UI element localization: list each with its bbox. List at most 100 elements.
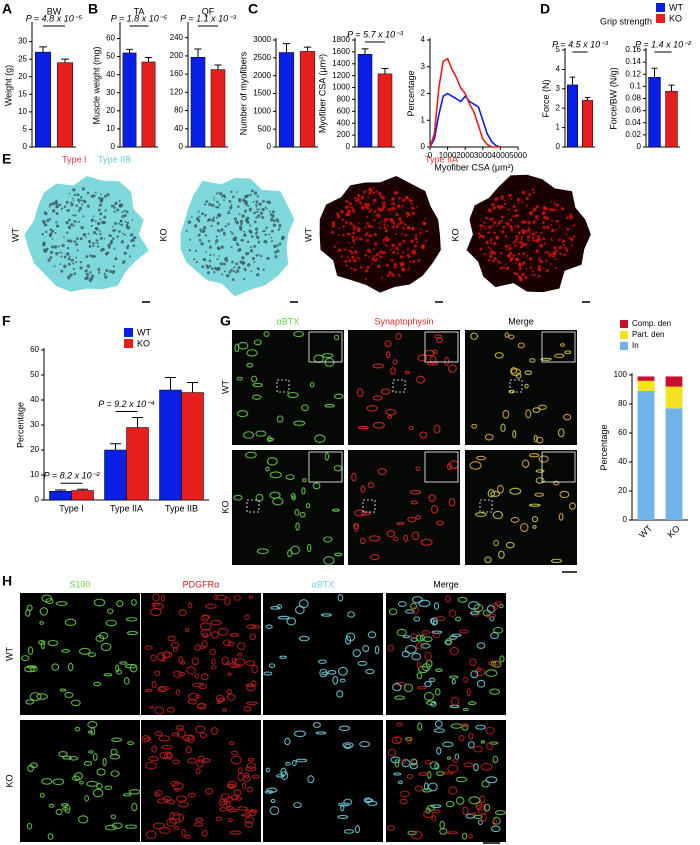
micrograph-background <box>386 593 506 715</box>
micrograph-feature <box>525 409 532 419</box>
tissue-fiber <box>363 190 367 194</box>
tissue-fiber <box>250 235 254 238</box>
tissue-fiber <box>348 202 352 206</box>
micrograph-feature <box>215 816 223 822</box>
tissue-fiber <box>568 237 571 240</box>
tissue-fiber <box>351 235 355 239</box>
micrograph-feature <box>110 814 117 820</box>
tissue-fiber <box>553 202 556 205</box>
tissue-fiber <box>550 201 553 203</box>
micrograph-feature <box>230 755 242 765</box>
tissue-fiber <box>405 211 410 215</box>
tissue-fiber <box>497 260 500 263</box>
micrograph-feature <box>410 758 418 766</box>
tissue-fiber <box>111 225 114 228</box>
tissue-fiber <box>197 233 201 237</box>
tissue-fiber <box>249 193 252 197</box>
y-tick-label: 0.12 <box>625 69 641 78</box>
tissue-fiber <box>340 209 344 214</box>
micrograph-feature <box>446 756 452 760</box>
tissue-fiber <box>371 257 375 261</box>
tissue-fiber <box>336 212 340 216</box>
tissue-fiber <box>488 258 491 262</box>
tissue-fiber <box>70 203 74 207</box>
tissue-outline <box>466 174 591 293</box>
tissue-fiber <box>94 191 97 194</box>
micrograph-feature <box>184 627 190 633</box>
p-value: P = 1.4 x 10⁻² <box>635 39 692 49</box>
legend-label: Part. den <box>632 330 664 339</box>
micrograph-feature <box>245 660 256 667</box>
micrograph-feature <box>469 461 482 470</box>
micrograph-feature <box>268 663 276 668</box>
tissue-fiber <box>53 265 56 267</box>
micrograph-feature <box>312 482 321 490</box>
micrograph-feature <box>172 759 180 765</box>
micrograph-feature <box>47 833 54 840</box>
tissue-fiber <box>277 229 280 232</box>
tissue-fiber <box>561 239 565 243</box>
tissue-fiber <box>382 241 385 245</box>
micrograph-feature <box>482 609 492 617</box>
tissue-fiber <box>278 227 281 230</box>
tissue-section <box>24 175 149 292</box>
tissue-fiber <box>125 223 129 227</box>
tissue-fiber <box>551 255 554 258</box>
micrograph-feature <box>92 753 98 761</box>
error-bar <box>381 68 389 74</box>
tissue-fiber <box>535 205 539 209</box>
micrograph-feature <box>377 468 387 476</box>
micrograph-feature <box>554 353 565 359</box>
micrograph-feature <box>269 806 280 816</box>
y-tick-label: 20 <box>106 106 115 115</box>
bar <box>377 73 393 148</box>
micrograph-feature <box>166 706 176 713</box>
tissue-fiber <box>92 215 95 218</box>
micrograph-feature <box>152 822 165 830</box>
micrograph-feature <box>416 661 421 669</box>
tissue-fiber <box>230 190 233 194</box>
tissue-fiber <box>203 203 207 206</box>
micrograph-feature <box>52 778 65 786</box>
micrograph-feature <box>25 699 35 705</box>
tissue-fiber <box>528 257 533 261</box>
tissue-fiber <box>367 256 370 259</box>
tissue-fiber <box>488 209 492 213</box>
tissue-fiber <box>525 267 528 270</box>
micrograph-feature <box>47 639 59 647</box>
micrograph-feature <box>404 370 410 375</box>
micrograph-feature <box>354 509 366 517</box>
tissue-fiber <box>372 187 375 190</box>
tissue-fiber <box>364 253 368 257</box>
tissue-fiber <box>216 205 220 209</box>
bar <box>71 490 94 501</box>
tissue-fiber <box>402 222 404 224</box>
tissue-fiber <box>516 225 520 228</box>
micrograph-feature <box>492 755 499 764</box>
micrograph-feature <box>432 630 441 639</box>
y-tick-label: 30 <box>18 37 27 46</box>
tissue-fiber <box>398 223 401 226</box>
micrograph-feature <box>387 825 395 832</box>
micrograph-feature <box>419 431 428 439</box>
tissue-fiber <box>385 220 387 222</box>
micrograph-feature <box>411 531 420 541</box>
micrograph-background <box>20 593 140 715</box>
tissue-fiber <box>103 272 107 275</box>
micrograph-feature <box>87 721 98 729</box>
micrograph-feature <box>510 516 520 524</box>
tissue-fiber <box>235 239 237 242</box>
tissue-fiber <box>521 262 525 266</box>
tissue-fiber <box>225 273 230 278</box>
micrograph-feature <box>374 645 380 655</box>
micrograph-feature <box>564 350 572 355</box>
tissue-fiber <box>424 217 426 220</box>
tissue-fiber <box>241 214 245 218</box>
bar-segment <box>665 408 683 520</box>
tissue-fiber <box>45 230 48 234</box>
tissue-fiber <box>555 219 559 223</box>
micrograph-feature <box>237 642 246 650</box>
micrograph-feature <box>520 522 529 533</box>
tissue-fiber <box>507 193 512 197</box>
tissue-fiber <box>356 256 359 259</box>
